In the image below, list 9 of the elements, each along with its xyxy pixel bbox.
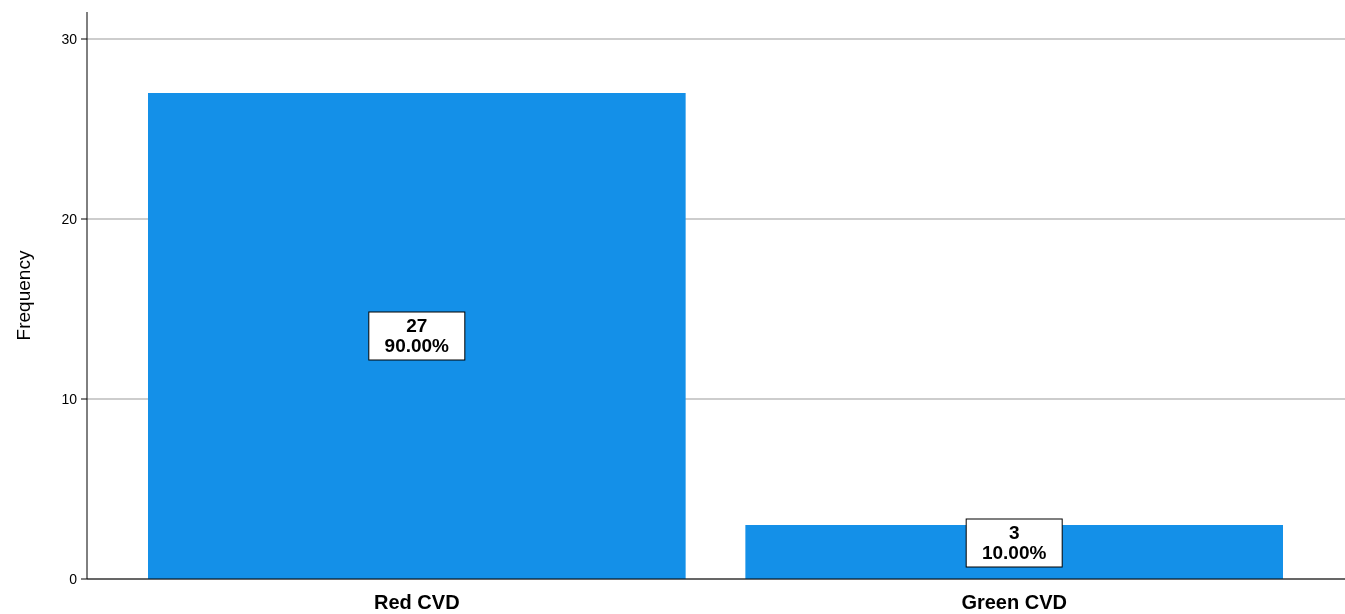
- data-label: 27 90.00%: [384, 315, 450, 356]
- y-axis-title: Frequency: [13, 250, 34, 341]
- x-tick-label: Red CVD: [374, 591, 460, 613]
- y-tick-label: 0: [69, 570, 78, 587]
- data-label: 3 10.00%: [981, 522, 1047, 563]
- y-tick-label: 30: [61, 30, 78, 47]
- y-tick-label: 10: [61, 390, 78, 407]
- y-tick-label: 20: [61, 210, 78, 227]
- x-tick-label: Green CVD: [961, 591, 1067, 613]
